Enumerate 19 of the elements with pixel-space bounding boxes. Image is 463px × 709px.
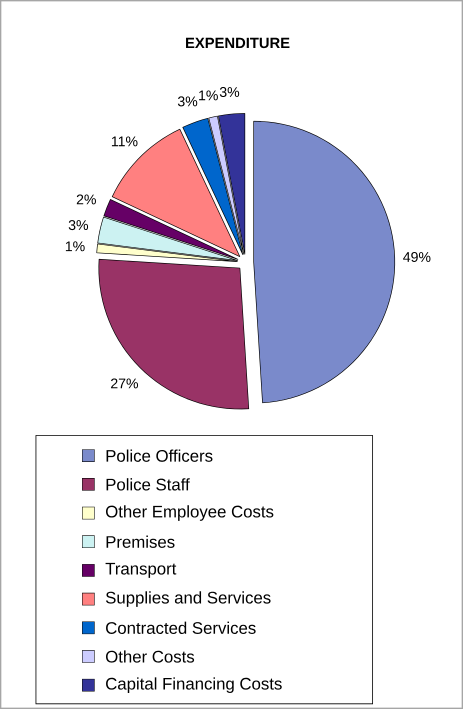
legend-label: Transport <box>106 562 176 578</box>
legend-label: Police Officers <box>106 449 212 462</box>
legend-label: Supplies and Services <box>106 591 271 607</box>
legend-label: Other Employee Costs <box>106 505 274 521</box>
chart-title: EXPENDITURE <box>186 38 290 48</box>
data-label: 3% <box>68 220 88 230</box>
legend-label: Capital Financing Costs <box>106 677 282 693</box>
data-label: 2% <box>76 194 96 204</box>
legend-label: Contracted Services <box>106 622 256 634</box>
data-label: 3% <box>178 96 198 106</box>
legend-label: Premises <box>106 536 175 548</box>
data-label: 27% <box>111 378 138 388</box>
data-label: 3% <box>220 87 240 98</box>
legend-label: Other Costs <box>106 650 194 663</box>
data-label: 1% <box>66 241 85 252</box>
data-label: 49% <box>403 252 430 262</box>
data-label: 11% <box>112 136 138 146</box>
legend-label: Police Staff <box>106 478 190 491</box>
data-label: 1% <box>199 90 218 100</box>
